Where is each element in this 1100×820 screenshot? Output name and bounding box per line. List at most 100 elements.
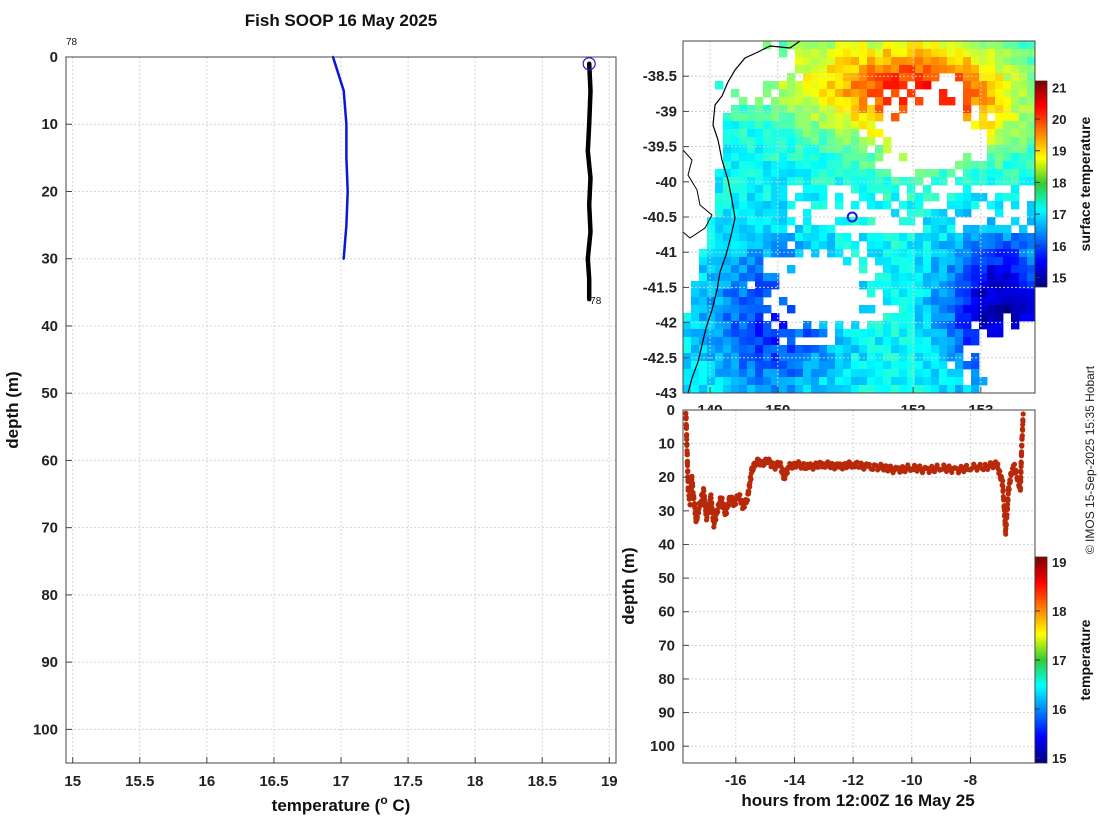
sst-cell [819, 185, 828, 194]
sst-cell [1027, 113, 1035, 122]
sst-cell [779, 377, 788, 386]
depth-time-point [997, 468, 1003, 474]
sst-cell [747, 297, 756, 306]
profile-x-tick-label: 17.5 [393, 773, 422, 790]
sst-cell [947, 353, 956, 362]
sst-cell [795, 233, 804, 242]
sst-cell [739, 129, 748, 138]
sst-cell [859, 361, 868, 370]
sst-cell [907, 257, 916, 266]
sst-cell [995, 129, 1004, 138]
sst-cell [835, 353, 844, 362]
sst-cell [731, 145, 740, 154]
sst-cell [715, 249, 724, 258]
sst-cell [875, 385, 884, 393]
temperature-colorbar-tick-label: 17 [1052, 653, 1066, 668]
sst-cell [771, 345, 780, 354]
sst-cell [715, 313, 724, 322]
sst-cell [803, 345, 812, 354]
sst-cell [915, 385, 924, 393]
sst-cell [851, 41, 860, 50]
map-lat-tick-label: -40.5 [643, 209, 677, 226]
sst-cell [795, 57, 804, 66]
sst-cell [939, 97, 948, 106]
sst-cell [971, 289, 980, 298]
depth-time-point [715, 509, 721, 515]
sst-cell [923, 345, 932, 354]
sst-cell [1011, 193, 1020, 202]
sst-cell [699, 377, 708, 386]
sst-cell [779, 137, 788, 146]
sst-cell [915, 289, 924, 298]
sst-cell [963, 49, 972, 58]
sst-colorbar-tick-label: 21 [1052, 80, 1066, 95]
sst-cell [779, 241, 788, 250]
sst-cell [755, 305, 764, 314]
sst-cell [971, 89, 980, 98]
sst-cell [779, 129, 788, 138]
sst-cell [739, 217, 748, 226]
sst-cell [931, 265, 940, 274]
sst-cell [979, 313, 988, 322]
depth-time-point [687, 502, 694, 508]
sst-cell [1011, 81, 1020, 90]
sst-cell [803, 225, 812, 234]
sst-cell [1019, 225, 1028, 234]
sst-cell [899, 41, 908, 50]
sst-cell [811, 153, 820, 162]
sst-cell [851, 249, 860, 258]
sst-cell [747, 169, 756, 178]
sst-cell [931, 361, 940, 370]
sst-cell [931, 209, 940, 218]
sst-cell [1011, 289, 1020, 298]
sst-cell [939, 169, 948, 178]
sst-cell [859, 145, 868, 154]
sst-cell [747, 113, 756, 122]
sst-cell [835, 137, 844, 146]
profile-y-tick-label: 80 [41, 587, 58, 604]
sst-cell [771, 121, 780, 130]
sst-cell [979, 97, 988, 106]
sst-cell [867, 169, 876, 178]
depth-time-point [995, 461, 1001, 467]
sst-cell [891, 241, 900, 250]
sst-cell [883, 81, 892, 90]
sst-cell [843, 105, 852, 114]
sst-cell [763, 153, 772, 162]
sst-cell [939, 297, 948, 306]
sst-cell [875, 241, 884, 250]
sst-cell [907, 289, 916, 298]
sst-cell [875, 377, 884, 386]
sst-cell [995, 209, 1004, 218]
sst-cell [787, 337, 796, 346]
sst-cell [891, 57, 900, 66]
sst-cell [755, 249, 764, 258]
sst-cell [1027, 265, 1035, 274]
sst-cell [971, 361, 980, 370]
sst-cell [867, 353, 876, 362]
sst-cell [923, 337, 932, 346]
sst-cell [939, 353, 948, 362]
sst-cell [691, 385, 700, 393]
sst-cell [1027, 89, 1035, 98]
sst-cell [771, 129, 780, 138]
sst-cell [923, 225, 932, 234]
sst-cell [1011, 161, 1020, 170]
sst-cell [819, 225, 828, 234]
sst-cell [915, 97, 924, 106]
sst-cell [1027, 241, 1035, 250]
sst-cell [891, 185, 900, 194]
sst-cell [907, 361, 916, 370]
sst-cell [699, 361, 708, 370]
depth-time-point [684, 452, 690, 458]
sst-cell [1003, 281, 1012, 290]
sst-cell [883, 297, 892, 306]
sst-cell [779, 201, 788, 210]
sst-cell [795, 225, 804, 234]
profile-id-label: 78 [66, 37, 78, 48]
sst-cell [1027, 281, 1035, 290]
sst-cell [971, 121, 980, 130]
sst-cell [843, 121, 852, 130]
sst-cell [891, 353, 900, 362]
sst-cell [867, 337, 876, 346]
